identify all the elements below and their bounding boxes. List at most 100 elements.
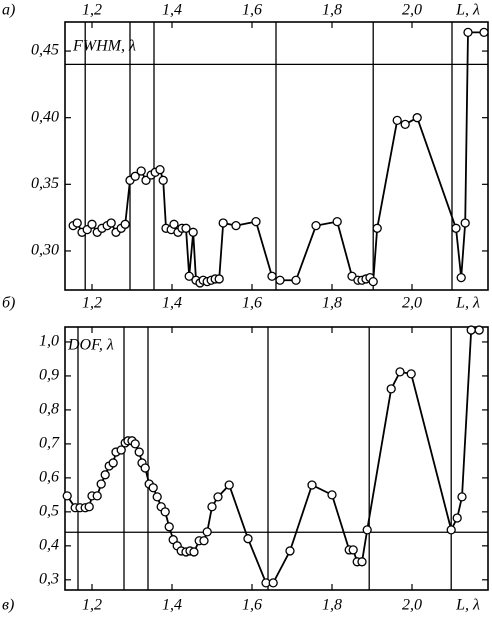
- x-tick-label: 1,8: [322, 2, 342, 19]
- data-point: [87, 219, 97, 229]
- data-point: [327, 490, 337, 500]
- x-tick-label: 1,8: [322, 295, 342, 312]
- data-point: [466, 325, 476, 335]
- data-point: [231, 220, 241, 231]
- data-point: [140, 463, 150, 473]
- data-point: [446, 525, 456, 535]
- data-point: [311, 220, 321, 231]
- data-point: [224, 480, 234, 490]
- x-tick-label: 1,2: [82, 2, 102, 19]
- data-point: [169, 219, 179, 229]
- x-tick-label: 2,0: [402, 597, 422, 614]
- data-point: [158, 175, 168, 185]
- data-point: [100, 470, 110, 480]
- data-point: [181, 223, 191, 233]
- y-axis-label: FWHM, λ: [72, 38, 136, 55]
- data-point: [188, 227, 198, 237]
- data-point: [362, 525, 372, 535]
- data-point: [72, 218, 82, 228]
- x-axis-label: L, λ: [455, 597, 480, 614]
- data-point: [451, 223, 461, 233]
- data-point: [386, 384, 396, 394]
- data-point: [92, 491, 102, 501]
- data-point: [479, 27, 489, 38]
- plot-frame: [64, 326, 489, 591]
- data-point: [307, 480, 317, 490]
- y-tick-label: 0,35: [31, 175, 59, 192]
- data-point: [148, 483, 158, 493]
- data-point: [251, 216, 261, 227]
- y-tick-label: 0,9: [39, 367, 59, 384]
- data-point: [457, 492, 467, 502]
- data-point: [160, 507, 170, 517]
- x-tick-label: 1,6: [242, 597, 262, 614]
- x-tick-label: 1,4: [162, 597, 182, 614]
- data-point: [189, 547, 199, 557]
- x-tick-label: 1,8: [322, 597, 342, 614]
- x-tick-label: 1,2: [82, 295, 102, 312]
- data-point: [406, 369, 416, 379]
- data-point: [136, 166, 146, 176]
- data-point: [348, 545, 358, 555]
- data-point: [108, 458, 118, 468]
- data-point: [400, 119, 410, 129]
- data-point: [214, 274, 224, 284]
- data-line: [66, 329, 480, 584]
- y-tick-label: 0,6: [39, 469, 59, 486]
- y-tick-label: 0,3: [39, 570, 59, 587]
- panel-label: а): [2, 2, 15, 19]
- data-point: [285, 546, 295, 556]
- data-point: [164, 522, 174, 532]
- x-tick-label: 1,6: [242, 295, 262, 312]
- data-point: [96, 479, 106, 489]
- y-tick-label: 0,5: [39, 503, 59, 520]
- data-point: [332, 216, 342, 227]
- data-point: [412, 113, 422, 123]
- data-point: [152, 492, 162, 502]
- y-tick-label: 0,8: [39, 401, 59, 418]
- data-point: [268, 578, 278, 588]
- data-point: [62, 491, 72, 501]
- data-point: [267, 271, 277, 281]
- y-tick-label: 0,40: [31, 108, 59, 125]
- data-point: [460, 218, 470, 228]
- data-point: [243, 534, 253, 544]
- data-point: [134, 447, 144, 457]
- data-point: [202, 527, 212, 537]
- x-tick-label: 1,2: [82, 597, 102, 614]
- data-point: [116, 445, 126, 455]
- data-point: [368, 276, 378, 287]
- data-point: [120, 219, 130, 229]
- data-point: [106, 218, 116, 228]
- data-point: [218, 218, 228, 228]
- x-tick-label: 1,4: [162, 2, 182, 19]
- y-tick-label: 0,45: [31, 42, 59, 59]
- data-point: [456, 272, 466, 283]
- data-point: [357, 557, 367, 567]
- y-tick-label: 1,0: [39, 333, 59, 350]
- x-tick-label: 1,4: [162, 295, 182, 312]
- data-point: [155, 165, 165, 175]
- y-axis-label: DOF, λ: [67, 337, 114, 354]
- data-point: [207, 502, 217, 512]
- data-line: [72, 31, 484, 285]
- data-point: [275, 275, 285, 285]
- data-point: [452, 513, 462, 523]
- x-tick-label: 1,6: [242, 2, 262, 19]
- x-axis-label: L, λ: [455, 295, 480, 312]
- y-tick-label: 0,30: [31, 242, 59, 259]
- data-point: [199, 536, 209, 546]
- data-point: [392, 115, 402, 126]
- data-point: [130, 439, 140, 449]
- x-tick-label: 2,0: [402, 2, 422, 19]
- data-point: [474, 325, 484, 335]
- y-tick-label: 0,4: [39, 536, 59, 553]
- data-point: [372, 223, 382, 233]
- data-point: [84, 502, 94, 512]
- data-point: [291, 275, 301, 285]
- data-point: [213, 492, 223, 502]
- data-point: [130, 171, 140, 181]
- y-tick-label: 0,7: [39, 435, 60, 452]
- x-axis-label: L, λ: [455, 2, 480, 19]
